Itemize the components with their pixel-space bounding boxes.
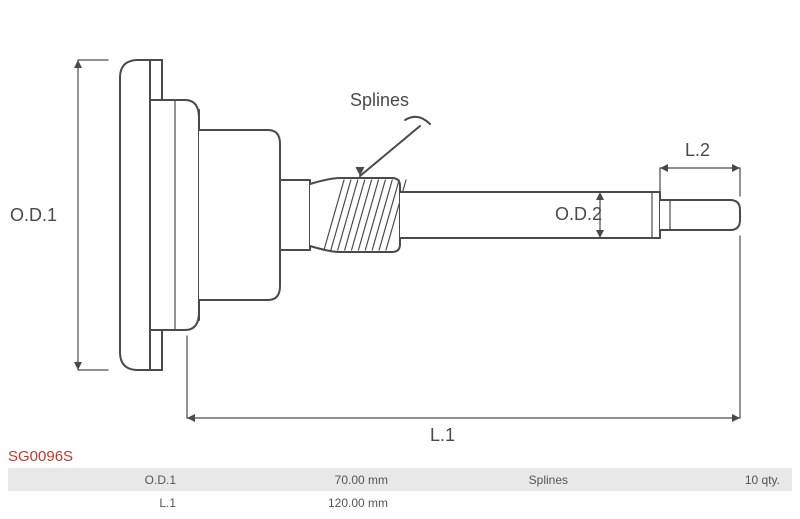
label-od1: O.D.1 — [10, 205, 57, 226]
spec-label: L.1 — [8, 491, 188, 514]
spec-value: 120.00 mm — [188, 491, 400, 514]
label-l1: L.1 — [430, 425, 455, 446]
label-l2: L.2 — [685, 140, 710, 161]
spec-table: O.D.1 70.00 mm Splines 10 qty. L.1 120.0… — [8, 468, 792, 514]
table-row: L.1 120.00 mm — [8, 491, 792, 514]
spec-value: 70.00 mm — [188, 468, 400, 491]
diagram-canvas: O.D.1 O.D.2 L.1 L.2 Splines — [0, 0, 800, 450]
spec-value: 10 qty. — [580, 468, 792, 491]
table-row: O.D.1 70.00 mm Splines 10 qty. — [8, 468, 792, 491]
spec-label: O.D.1 — [8, 468, 188, 491]
label-splines: Splines — [350, 90, 409, 111]
label-od2: O.D.2 — [555, 204, 602, 225]
spec-label — [400, 491, 580, 514]
spec-label: Splines — [400, 468, 580, 491]
spec-value — [580, 491, 792, 514]
technical-drawing — [0, 0, 800, 450]
part-code: SG0096S — [8, 448, 73, 465]
